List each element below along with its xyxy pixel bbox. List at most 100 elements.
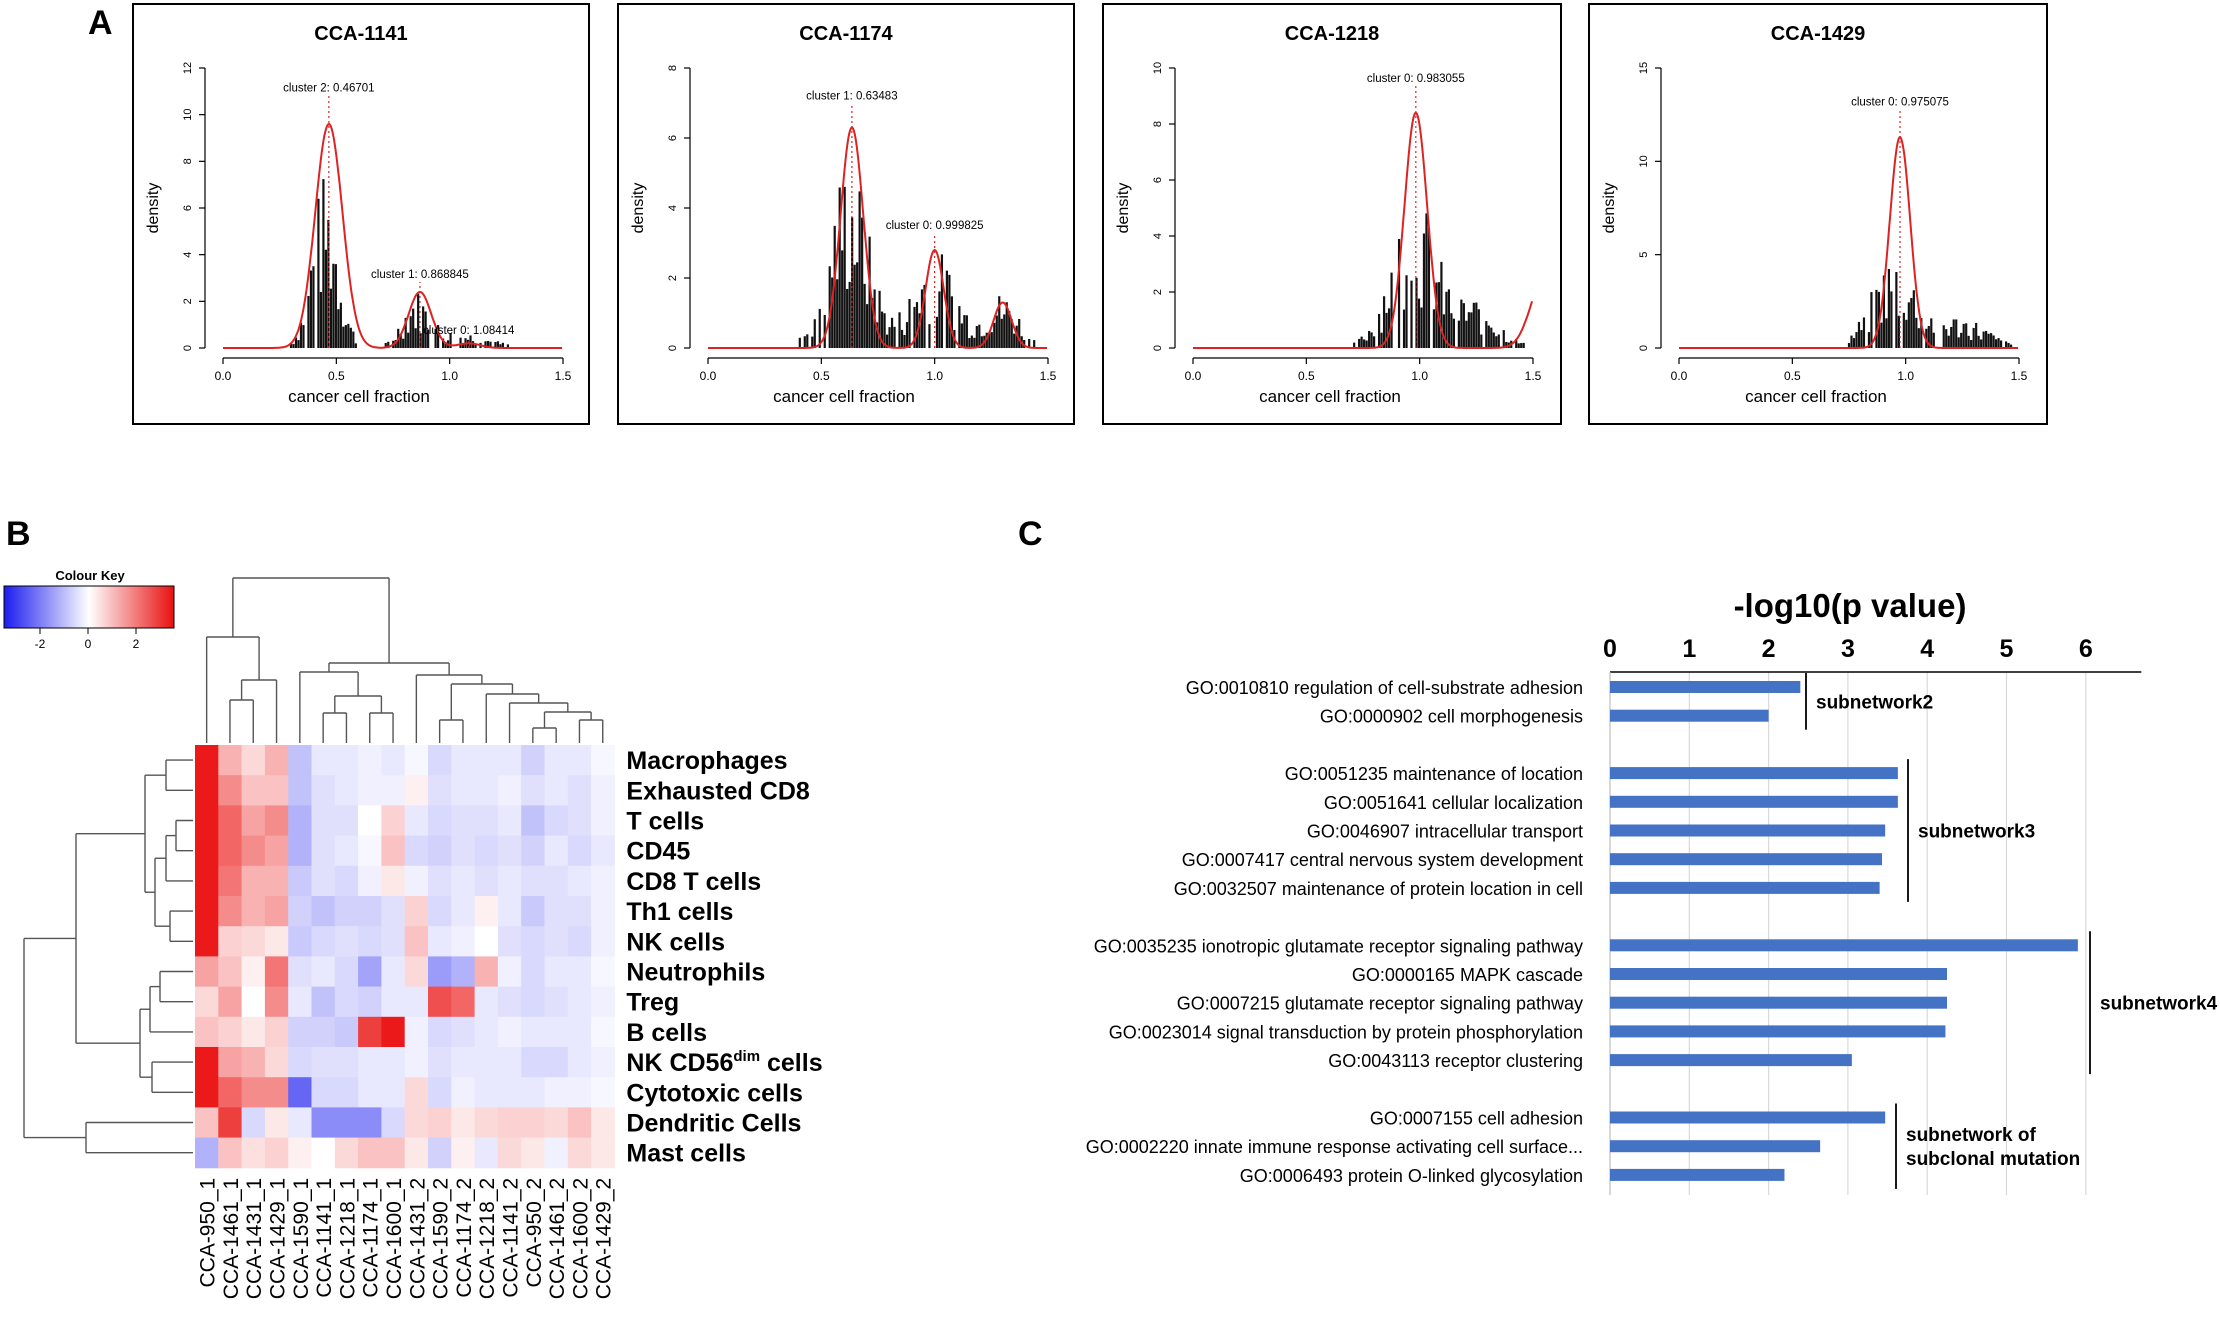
colour-key: Colour Key -2 0 2	[3, 568, 175, 651]
heatmap-cell	[264, 865, 289, 897]
y-tick-label: 0	[182, 345, 194, 351]
row-dendrogram	[23, 759, 193, 1154]
heatmap-cell	[195, 956, 219, 988]
heatmap-cell	[497, 1016, 522, 1048]
heatmap-cell	[404, 1077, 429, 1108]
cluster-annotation: cluster 2: 0.46701	[283, 82, 374, 94]
heatmap-cell	[288, 805, 312, 837]
heatmap-cell	[521, 865, 545, 897]
heatmap-cell	[381, 1016, 406, 1048]
heatmap-cell	[404, 1107, 429, 1139]
heatmap-cell	[218, 1137, 243, 1169]
heatmap-cell	[218, 956, 243, 988]
y-tick-label: 2	[1152, 289, 1164, 295]
heatmap-cell	[311, 1137, 336, 1169]
row-label: Th1 cells	[626, 898, 733, 926]
heatmap-cell	[195, 986, 219, 1018]
bar	[1610, 767, 1898, 780]
bar	[1610, 853, 1882, 866]
cluster-annotation: cluster 0: 0.983055	[1367, 73, 1465, 85]
heatmap-cell	[567, 986, 592, 1018]
heatmap-cell	[544, 1137, 569, 1169]
heatmap-cell	[288, 896, 312, 927]
heatmap-cell	[241, 1107, 266, 1139]
y-tick-label: 8	[667, 65, 679, 71]
group-label: subnetwork of	[1906, 1125, 2037, 1146]
heatmap-cell	[567, 805, 592, 837]
heatmap-cell	[311, 865, 336, 897]
heatmap-cell	[195, 1016, 219, 1048]
colour-key-bar	[3, 585, 175, 629]
row-label: Macrophages	[626, 747, 787, 775]
heatmap-cell	[404, 775, 429, 806]
x-tick-label: 0.5	[1784, 369, 1801, 383]
x-tick-label: 0.5	[1298, 369, 1315, 383]
heatmap-cell	[311, 986, 336, 1018]
heatmap-cell	[567, 745, 592, 776]
column-label: CCA-1590_1	[290, 1178, 313, 1299]
chart-title: -log10(p value)	[1734, 587, 1967, 624]
heatmap-cell	[264, 1047, 289, 1078]
column-label: CCA-1174_2	[453, 1178, 476, 1298]
heatmap-cell	[521, 986, 545, 1018]
heatmap-cell	[521, 1016, 545, 1048]
go-term-label: GO:0002220 innate immune response activa…	[1086, 1137, 1583, 1157]
y-tick-label: 2	[182, 298, 194, 304]
heatmap-cell	[218, 775, 243, 806]
heatmap-cell	[451, 1047, 476, 1078]
heatmap-cell	[358, 1047, 382, 1078]
heatmap-cell	[381, 1137, 406, 1169]
heatmap-cell	[544, 986, 569, 1018]
heatmap-cell	[264, 835, 289, 867]
heatmap-cell	[474, 1077, 499, 1108]
heatmap-cell	[451, 1077, 476, 1108]
row-label: Cytotoxic cells	[626, 1079, 802, 1107]
cluster-annotation: cluster 1: 0.868845	[371, 269, 469, 281]
heatmap-cell	[311, 775, 336, 806]
heatmap-cell	[497, 835, 522, 867]
plot-frame	[617, 3, 1075, 425]
bar	[1610, 1025, 1946, 1038]
column-label: CCA-1600_2	[569, 1178, 592, 1299]
bar-row: GO:0051235 maintenance of location	[1285, 764, 1898, 784]
x-tick-label: 1.0	[1897, 369, 1914, 383]
heatmap-cell	[428, 896, 452, 927]
heatmap-cell	[404, 1137, 429, 1169]
heatmap-cell	[404, 805, 429, 837]
y-tick-label: 2	[667, 275, 679, 281]
heatmap-cell	[474, 1016, 499, 1048]
column-label: CCA-1429_1	[267, 1178, 290, 1299]
heatmap-cell	[311, 1107, 336, 1139]
go-term-label: GO:0035235 ionotropic glutamate receptor…	[1094, 936, 1583, 956]
heatmap-cell	[334, 1107, 359, 1139]
heatmap-cell	[311, 926, 336, 957]
cluster-annotation: cluster 0: 0.975075	[1851, 96, 1949, 108]
y-tick-label: 12	[182, 62, 194, 74]
bar	[1610, 968, 1948, 980]
heatmap-cell	[288, 865, 312, 897]
heatmap-cell	[404, 1047, 429, 1078]
heatmap-cell	[591, 805, 615, 837]
heatmap-cell	[311, 1016, 336, 1048]
heatmap-cell	[544, 775, 569, 806]
heatmap-cell	[497, 1047, 522, 1078]
heatmap-cell	[521, 1077, 545, 1108]
plot-frame	[1102, 3, 1562, 425]
heatmap-cell	[567, 926, 592, 957]
heatmap-cell	[218, 926, 243, 957]
heatmap-cell	[451, 986, 476, 1018]
x-tick-label: 1.5	[555, 369, 572, 383]
heatmap-cell	[567, 1137, 592, 1169]
heatmap-cell	[218, 1107, 243, 1139]
heatmap-cell	[381, 775, 406, 806]
heatmap-cell	[567, 1047, 592, 1078]
y-axis-label: density	[1115, 183, 1132, 234]
row-label: T cells	[626, 808, 704, 836]
row-label-superscript: dim	[733, 1048, 760, 1065]
y-axis-label: density	[1601, 183, 1618, 234]
heatmap-cell	[591, 956, 615, 988]
heatmap-cell	[241, 745, 266, 776]
heatmap-cell	[288, 775, 312, 806]
y-tick-label: 4	[1152, 233, 1164, 239]
bar-row: GO:0043113 receptor clustering	[1328, 1051, 1852, 1071]
